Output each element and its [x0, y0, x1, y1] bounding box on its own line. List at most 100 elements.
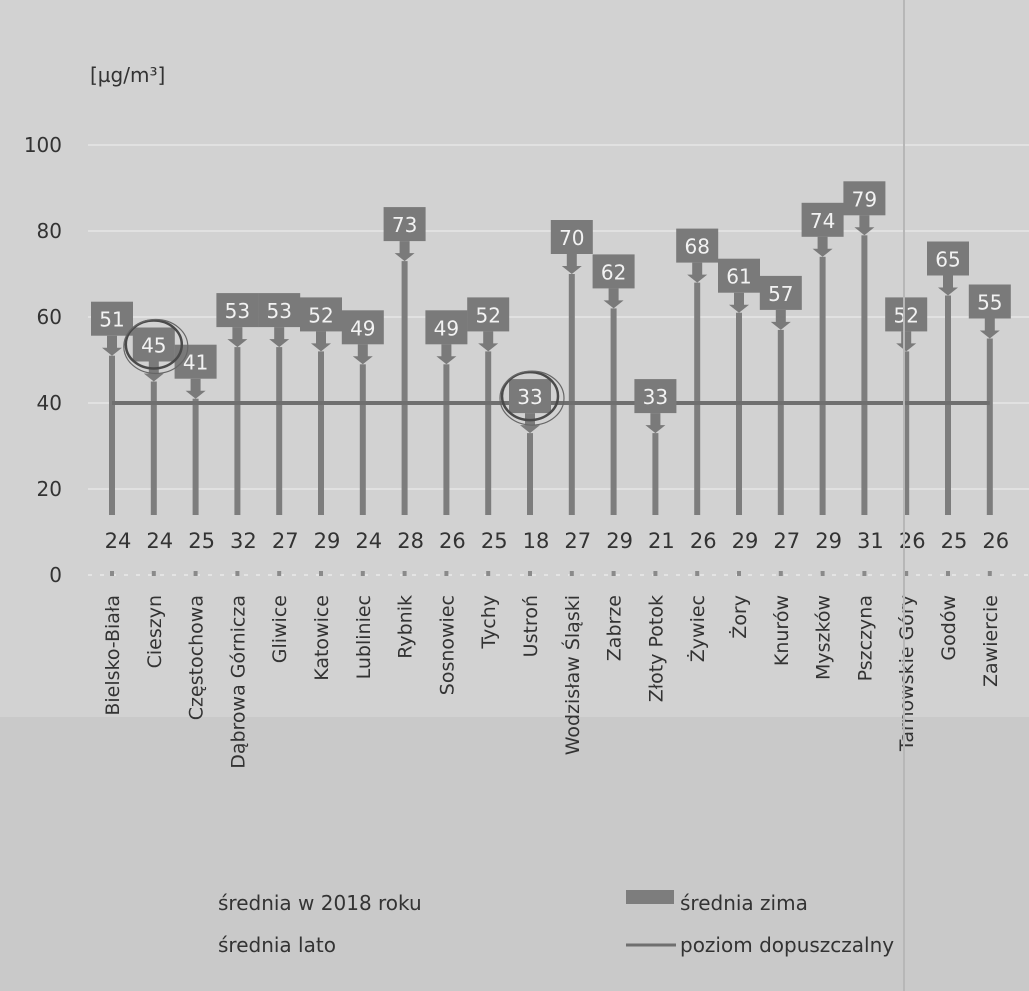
- summer-value-label: 25: [941, 529, 968, 553]
- winter-label-arrow: [102, 335, 122, 356]
- x-tick-mark: [193, 571, 198, 576]
- x-category-label: Myszków: [813, 595, 835, 680]
- winter-value-label: 52: [308, 303, 333, 327]
- winter-value-label: 73: [392, 213, 417, 237]
- x-tick-mark: [360, 571, 365, 576]
- summer-value-label: 29: [732, 529, 759, 553]
- summer-value-label: 26: [982, 529, 1009, 553]
- winter-bar: [527, 433, 533, 515]
- summer-value-label: 31: [857, 529, 884, 553]
- winter-bar: [652, 433, 659, 515]
- x-tick-mark: [611, 571, 616, 576]
- winter-label-box: [341, 310, 384, 345]
- winter-bar: [485, 351, 492, 515]
- y-axis-unit-label: [µg/m³]: [90, 63, 165, 87]
- x-category-label: Rybnik: [395, 595, 417, 659]
- winter-value-label: 49: [350, 316, 375, 340]
- x-category-label: Tychy: [478, 595, 500, 650]
- winter-label-arrow: [854, 215, 875, 236]
- y-tick-label: 40: [37, 391, 62, 415]
- x-tick-mark: [987, 571, 992, 576]
- winter-label-box: [843, 181, 886, 216]
- x-tick-mark: [946, 571, 950, 576]
- x-category-label: Złoty Potok: [645, 595, 667, 702]
- x-category-label: Częstochowa: [186, 595, 208, 720]
- x-tick-mark: [235, 571, 240, 576]
- winter-value-label: 79: [852, 187, 877, 211]
- summer-value-label: 24: [146, 529, 173, 553]
- x-tick-mark: [737, 571, 741, 576]
- legend-label-limit: poziom dopuszczalny: [680, 933, 894, 957]
- winter-label-arrow: [311, 331, 331, 352]
- winter-label-box: [927, 241, 969, 276]
- winter-bar: [568, 274, 575, 515]
- winter-bar: [276, 347, 283, 515]
- winter-value-label: 53: [266, 299, 291, 323]
- winter-label-arrow: [812, 236, 833, 257]
- summer-value-label: 18: [523, 529, 550, 553]
- winter-value-label: 70: [559, 226, 584, 250]
- x-tick-mark: [653, 571, 658, 576]
- winter-value-label: 65: [935, 248, 960, 272]
- summer-value-label: 21: [648, 529, 675, 553]
- x-category-label: Cieszyn: [144, 595, 166, 668]
- legend-swatch-winter: [626, 890, 674, 904]
- summer-value-label: 24: [355, 529, 382, 553]
- summer-value-label: 29: [606, 529, 633, 553]
- y-tick-label: 60: [37, 305, 62, 329]
- x-category-label: Zawiercie: [980, 595, 1002, 687]
- winter-value-label: 51: [99, 308, 124, 332]
- winter-label-box: [718, 258, 760, 293]
- winter-label-box: [132, 327, 175, 362]
- winter-label-box: [467, 297, 510, 332]
- winter-label-arrow: [143, 361, 164, 382]
- winter-value-label: 33: [643, 385, 668, 409]
- winter-bar: [777, 329, 784, 515]
- x-tick-mark: [486, 571, 491, 576]
- x-tick-mark: [528, 571, 532, 576]
- x-category-label: Ustroń: [520, 595, 542, 657]
- x-category-label: Gliwice: [269, 595, 291, 663]
- winter-label-box: [425, 310, 468, 345]
- winter-value-label: 74: [810, 209, 835, 233]
- x-category-label: Żywiec: [686, 595, 709, 662]
- x-category-label: Dąbrowa Górnicza: [227, 595, 249, 769]
- summer-value-label: 32: [230, 529, 257, 553]
- winter-label-box: [885, 297, 928, 332]
- x-category-label: Pszczyna: [854, 595, 876, 681]
- x-tick-mark: [151, 571, 156, 576]
- winter-value-label: 68: [684, 235, 709, 259]
- winter-bar: [903, 351, 910, 515]
- winter-label-arrow: [938, 275, 958, 296]
- summer-value-label: 27: [272, 529, 299, 553]
- winter-value-label: 61: [726, 265, 751, 289]
- x-tick-mark: [402, 571, 407, 576]
- x-tick-mark: [862, 571, 867, 576]
- x-category-label: Lubliniec: [353, 595, 375, 679]
- x-category-label: Sosnowiec: [436, 595, 458, 695]
- winter-bar: [359, 364, 366, 515]
- x-tick-mark: [695, 571, 700, 576]
- x-tick-mark: [444, 571, 449, 576]
- x-category-label: Katowice: [311, 595, 333, 681]
- winter-value-label: 52: [475, 303, 500, 327]
- y-tick-label: 0: [49, 563, 62, 587]
- winter-value-label: 52: [893, 303, 918, 327]
- summer-value-label: 29: [815, 529, 842, 553]
- summer-value-label: 26: [690, 529, 717, 553]
- winter-bar: [234, 347, 241, 515]
- winter-bar: [736, 312, 742, 515]
- winter-bar: [986, 338, 993, 515]
- y-tick-label: 80: [37, 219, 62, 243]
- winter-label-box: [258, 293, 301, 328]
- winter-label-arrow: [478, 331, 499, 352]
- winter-label-arrow: [645, 413, 666, 434]
- legend-label-annual: średnia w 2018 roku: [218, 891, 422, 915]
- x-tick-mark: [778, 571, 783, 576]
- winter-bar: [610, 308, 617, 515]
- handwritten-circle: [124, 319, 184, 370]
- y-tick-label: 100: [24, 133, 62, 157]
- summer-value-label: 24: [105, 529, 132, 553]
- summer-value-label: 26: [899, 529, 926, 553]
- summer-value-label: 25: [481, 529, 508, 553]
